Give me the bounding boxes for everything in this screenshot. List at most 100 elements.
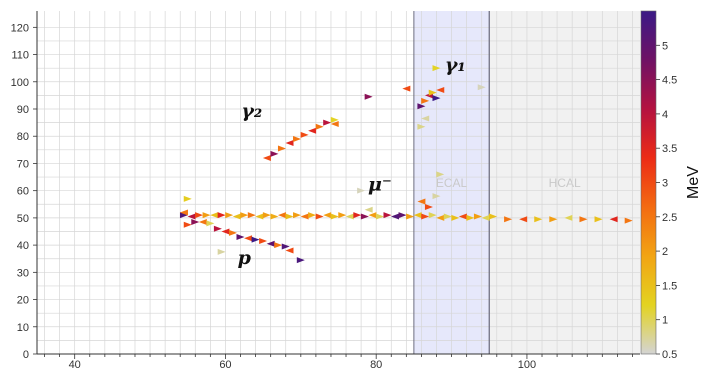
annotation-label-1: γ₁ bbox=[445, 54, 466, 76]
colorbar-tick-label: 4 bbox=[662, 109, 668, 121]
hit-marker bbox=[281, 243, 290, 250]
hit-marker bbox=[277, 145, 286, 152]
hit-marker bbox=[293, 212, 302, 219]
hit-marker bbox=[198, 218, 207, 225]
hit-marker bbox=[436, 214, 445, 221]
hit-marker bbox=[406, 213, 415, 220]
hit-marker bbox=[364, 93, 373, 100]
y-tick-label: 0 bbox=[23, 349, 29, 361]
hit-marker bbox=[428, 212, 437, 219]
hit-marker bbox=[183, 195, 192, 202]
hit-marker bbox=[300, 213, 309, 220]
hit-marker bbox=[296, 257, 305, 264]
hit-marker bbox=[232, 213, 241, 220]
hit-marker bbox=[183, 221, 192, 228]
hit-marker bbox=[195, 212, 204, 219]
hit-marker bbox=[259, 238, 268, 245]
hit-marker bbox=[466, 214, 475, 221]
region-label-hcal: HCAL bbox=[549, 176, 581, 190]
hit-marker bbox=[225, 212, 234, 219]
hit-marker bbox=[251, 236, 260, 243]
hit-marker bbox=[255, 213, 264, 220]
hit-marker bbox=[274, 242, 283, 249]
y-tick-label: 80 bbox=[17, 131, 29, 143]
hit-marker bbox=[609, 216, 618, 223]
x-tick-label: 80 bbox=[370, 359, 382, 371]
hit-marker bbox=[417, 123, 426, 130]
hit-marker bbox=[285, 247, 294, 254]
hit-marker bbox=[594, 216, 603, 223]
hit-marker bbox=[323, 212, 332, 219]
hit-marker bbox=[421, 115, 430, 122]
hit-marker bbox=[210, 212, 219, 219]
hit-marker bbox=[473, 213, 482, 220]
y-tick-label: 20 bbox=[17, 295, 29, 307]
y-tick-label: 110 bbox=[11, 50, 29, 62]
hit-marker bbox=[206, 220, 215, 227]
hit-marker bbox=[564, 214, 573, 221]
y-tick-label: 30 bbox=[17, 267, 29, 279]
hit-marker bbox=[266, 240, 275, 247]
hit-marker bbox=[308, 212, 317, 219]
hit-marker bbox=[244, 235, 253, 242]
y-tick-label: 60 bbox=[17, 186, 29, 198]
x-tick-label: 40 bbox=[69, 359, 81, 371]
hit-marker bbox=[221, 228, 230, 235]
hit-marker bbox=[504, 216, 513, 223]
hit-marker bbox=[179, 212, 188, 219]
colorbar-tick-label: 1 bbox=[662, 315, 668, 327]
hit-marker bbox=[262, 212, 271, 219]
colorbar-tick-label: 5 bbox=[662, 40, 668, 52]
colorbar-tick-label: 3.5 bbox=[662, 143, 677, 155]
hit-marker bbox=[285, 140, 294, 147]
hit-marker bbox=[315, 123, 324, 130]
hit-marker bbox=[270, 213, 279, 220]
hit-marker bbox=[240, 212, 249, 219]
hit-marker bbox=[481, 214, 490, 221]
hit-marker bbox=[432, 193, 441, 200]
hit-marker bbox=[270, 150, 279, 157]
hit-marker bbox=[368, 212, 377, 219]
x-tick-label: 100 bbox=[518, 359, 536, 371]
colorbar-label: MeV bbox=[685, 166, 702, 199]
colorbar-tick-label: 2.5 bbox=[662, 212, 677, 224]
hit-marker bbox=[436, 86, 445, 93]
y-tick-label: 100 bbox=[11, 77, 29, 89]
hit-marker bbox=[383, 212, 392, 219]
hit-marker bbox=[338, 212, 347, 219]
hit-marker bbox=[391, 213, 400, 220]
annotation-label-4: p bbox=[238, 247, 252, 269]
hit-marker bbox=[217, 248, 226, 255]
hit-marker bbox=[236, 233, 245, 240]
y-tick-label: 90 bbox=[17, 104, 29, 116]
hit-marker bbox=[191, 218, 200, 225]
hit-marker bbox=[432, 65, 441, 72]
hit-marker bbox=[300, 131, 309, 138]
hit-marker bbox=[323, 119, 332, 126]
hit-marker bbox=[179, 209, 188, 216]
hit-marker bbox=[489, 213, 498, 220]
hit-marker bbox=[364, 206, 373, 213]
hit-marker bbox=[262, 155, 271, 161]
hit-marker bbox=[277, 212, 286, 219]
hit-marker bbox=[353, 212, 362, 219]
hit-marker bbox=[330, 120, 339, 127]
hit-marker bbox=[417, 198, 426, 205]
y-tick-label: 50 bbox=[17, 213, 29, 225]
hit-marker bbox=[293, 135, 302, 142]
hit-marker bbox=[436, 171, 445, 178]
hit-marker bbox=[308, 127, 317, 134]
hit-marker bbox=[217, 212, 226, 219]
hit-marker bbox=[357, 187, 366, 194]
annotation-label-3: μ⁻ bbox=[368, 174, 392, 196]
hit-marker bbox=[285, 213, 294, 220]
colorbar bbox=[640, 10, 657, 355]
hit-marker bbox=[421, 213, 430, 220]
hit-marker bbox=[451, 214, 460, 221]
hit-marker bbox=[549, 216, 558, 223]
hit-marker bbox=[413, 212, 422, 219]
annotation-label-2: γ₂ bbox=[241, 100, 262, 122]
hit-marker bbox=[477, 84, 486, 91]
